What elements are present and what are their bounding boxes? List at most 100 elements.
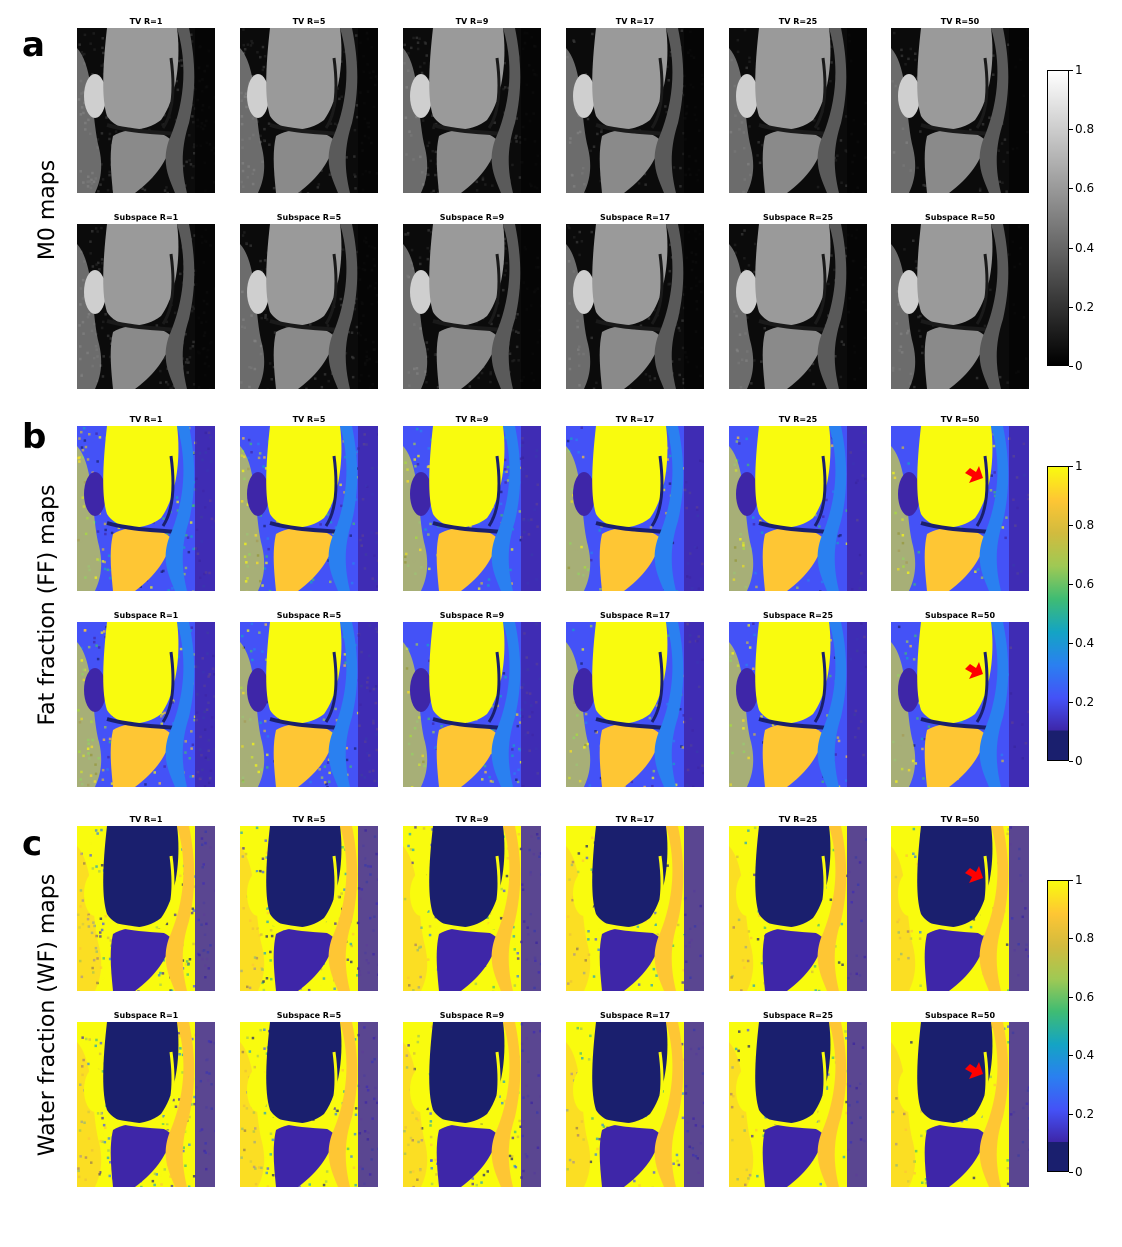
noise-speck bbox=[109, 568, 112, 572]
noise-speck bbox=[431, 777, 434, 781]
noise-speck bbox=[355, 104, 359, 107]
noise-speck bbox=[188, 757, 191, 760]
noise-speck bbox=[117, 526, 121, 530]
noise-speck bbox=[266, 537, 270, 540]
noise-speck bbox=[340, 95, 343, 98]
noise-speck bbox=[504, 86, 507, 89]
noise-speck bbox=[100, 163, 103, 166]
patella bbox=[573, 270, 595, 314]
noise-speck bbox=[678, 358, 681, 361]
noise-speck bbox=[681, 746, 685, 749]
noise-speck bbox=[255, 826, 259, 830]
noise-speck bbox=[337, 496, 341, 499]
noise-speck bbox=[599, 588, 602, 591]
map-image bbox=[77, 426, 215, 591]
map-tile: TV R=1 bbox=[77, 814, 215, 991]
noise-speck bbox=[436, 386, 440, 389]
noise-speck bbox=[738, 442, 741, 445]
noise-speck bbox=[511, 754, 514, 757]
noise-speck bbox=[322, 718, 326, 721]
noise-speck bbox=[475, 189, 479, 192]
noise-speck bbox=[336, 87, 340, 90]
noise-speck bbox=[326, 513, 329, 516]
soft-tissue bbox=[566, 48, 591, 193]
noise-speck bbox=[764, 723, 767, 726]
ligament bbox=[324, 651, 338, 723]
noise-speck bbox=[575, 438, 578, 442]
map-image bbox=[240, 426, 378, 591]
noise-speck bbox=[678, 373, 681, 377]
noise-speck bbox=[250, 39, 253, 43]
noise-speck bbox=[519, 538, 522, 542]
noise-speck bbox=[263, 127, 266, 131]
noise-speck bbox=[166, 191, 169, 193]
noise-speck bbox=[643, 785, 646, 787]
noise-speck bbox=[413, 442, 416, 446]
edge-band bbox=[1009, 426, 1029, 591]
tibia bbox=[110, 927, 171, 991]
map-image bbox=[240, 622, 378, 787]
noise-speck bbox=[989, 288, 992, 292]
noise-speck bbox=[745, 66, 748, 70]
noise-speck bbox=[416, 463, 420, 466]
joint-space bbox=[920, 521, 990, 534]
noise-speck bbox=[162, 569, 165, 573]
noise-speck bbox=[356, 115, 359, 119]
noise-speck bbox=[258, 631, 261, 634]
noise-speck bbox=[307, 988, 311, 991]
patella bbox=[247, 668, 269, 712]
map-image bbox=[77, 224, 215, 389]
tile-title: Subspace R=17 bbox=[599, 611, 671, 620]
tibia bbox=[924, 325, 985, 389]
noise-speck bbox=[917, 551, 921, 554]
noise-speck bbox=[680, 745, 683, 748]
noise-speck bbox=[735, 440, 739, 443]
noise-speck bbox=[96, 460, 99, 463]
tibia bbox=[110, 723, 171, 787]
noise-speck bbox=[93, 636, 96, 640]
posterior-tissue bbox=[328, 426, 358, 591]
map-tile: TV R=5 bbox=[240, 414, 378, 591]
tile-title: TV R=25 bbox=[778, 17, 818, 26]
map-image bbox=[403, 224, 541, 389]
femur bbox=[103, 826, 179, 928]
noise-speck bbox=[101, 548, 105, 551]
map-tile: TV R=50 bbox=[891, 16, 1029, 193]
colorbar-tick-mark bbox=[1069, 247, 1073, 249]
panel-ylabel: Fat fraction (FF) maps bbox=[35, 484, 60, 726]
noise-speck bbox=[99, 183, 102, 186]
noise-speck bbox=[268, 143, 271, 146]
noise-speck bbox=[314, 377, 317, 380]
noise-speck bbox=[519, 714, 522, 718]
noise-speck bbox=[481, 778, 484, 781]
noise-speck bbox=[829, 446, 832, 449]
noise-speck bbox=[757, 141, 760, 144]
noise-speck bbox=[307, 720, 310, 724]
femur bbox=[266, 426, 342, 528]
noise-speck bbox=[163, 189, 167, 192]
map-image bbox=[240, 28, 378, 193]
noise-speck bbox=[570, 437, 573, 440]
noise-speck bbox=[265, 555, 268, 558]
noise-speck bbox=[268, 589, 272, 591]
noise-speck bbox=[267, 122, 271, 125]
soft-tissue bbox=[77, 642, 102, 787]
noise-speck bbox=[263, 729, 266, 733]
noise-speck bbox=[155, 324, 159, 327]
noise-speck bbox=[578, 253, 581, 257]
noise-speck bbox=[80, 646, 83, 650]
noise-speck bbox=[100, 864, 104, 867]
noise-speck bbox=[433, 353, 437, 357]
map-image bbox=[240, 826, 378, 991]
noise-speck bbox=[189, 347, 192, 350]
ligament bbox=[487, 651, 501, 723]
noise-speck bbox=[502, 672, 506, 675]
noise-speck bbox=[240, 831, 243, 834]
noise-speck bbox=[180, 64, 184, 67]
noise-speck bbox=[489, 779, 493, 783]
noise-speck bbox=[837, 739, 841, 743]
noise-speck bbox=[109, 939, 113, 942]
noise-speck bbox=[426, 246, 429, 250]
noise-speck bbox=[191, 305, 195, 308]
noise-speck bbox=[169, 899, 172, 903]
